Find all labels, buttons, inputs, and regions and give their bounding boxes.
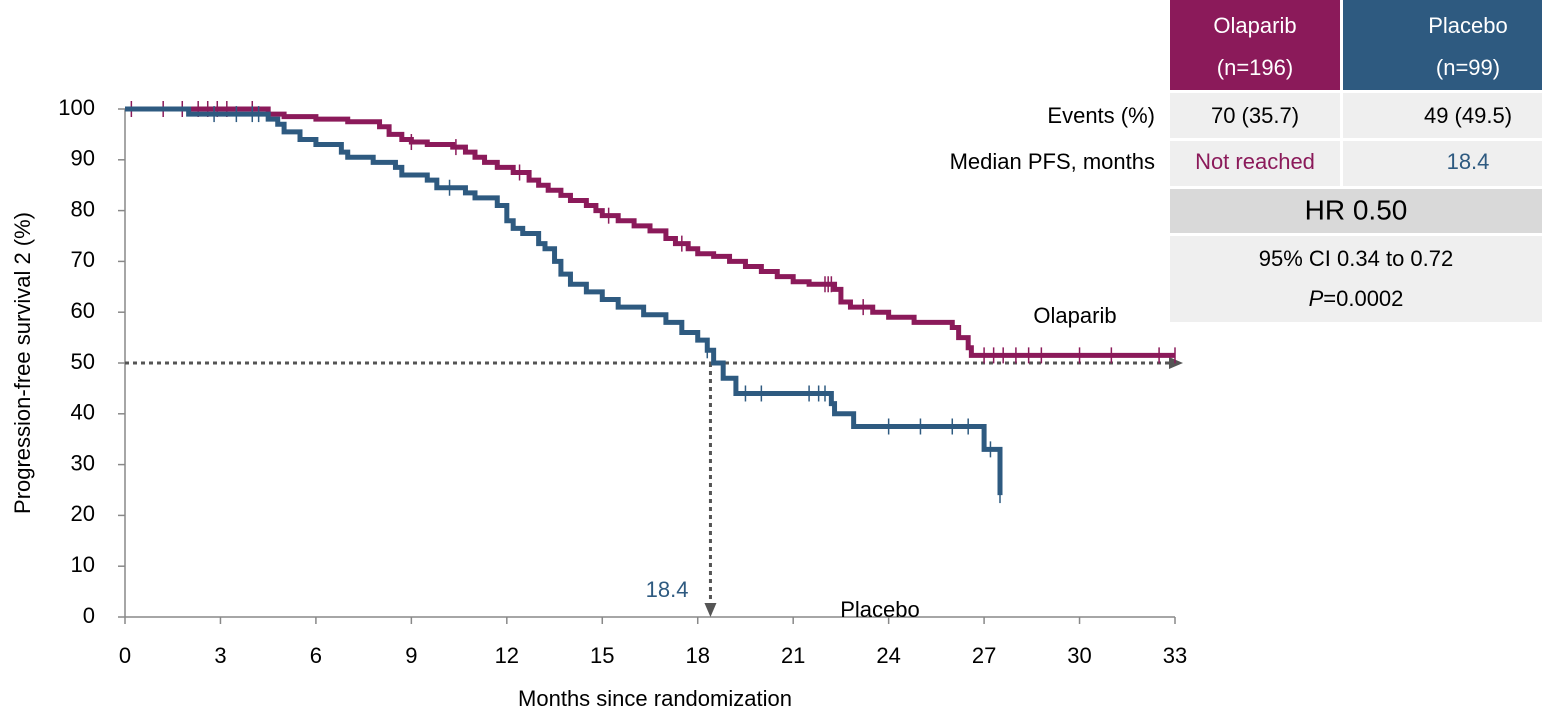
cell [1343, 93, 1542, 138]
y-tick-label: 60 [71, 298, 95, 323]
cell-text: 70 (35.7) [1211, 103, 1299, 128]
cell [1343, 141, 1542, 186]
series-label: Olaparib [1033, 303, 1116, 328]
x-tick-label: 6 [310, 643, 322, 668]
row-label: Events (%) [1047, 103, 1155, 128]
header-text: Placebo [1428, 13, 1508, 38]
y-axis-label: Progression-free survival 2 (%) [10, 212, 35, 514]
x-tick-label: 0 [119, 643, 131, 668]
summary-table: Olaparib (n=196) Placebo (n=99) Events (… [950, 0, 1542, 322]
x-tick-label: 27 [972, 643, 996, 668]
arrow-head [1169, 357, 1183, 369]
header-cell [1343, 0, 1542, 90]
x-tick-label: 9 [405, 643, 417, 668]
x-tick-label: 15 [590, 643, 614, 668]
cell-text: 18.4 [1447, 149, 1490, 174]
x-tick-label: 24 [876, 643, 900, 668]
y-tick-label: 0 [83, 603, 95, 628]
y-tick-label: 80 [71, 196, 95, 221]
cell [1170, 93, 1340, 138]
y-tick-label: 70 [71, 247, 95, 272]
header-cell [1170, 0, 1340, 90]
series-label: Placebo [840, 597, 920, 622]
ci-cell [1170, 236, 1542, 322]
p-text: P=0.0002 [1309, 286, 1404, 311]
hr-text: HR 0.50 [1305, 194, 1408, 225]
y-tick-label: 10 [71, 552, 95, 577]
y-tick-label: 30 [71, 450, 95, 475]
survival-line [125, 106, 1175, 358]
x-tick-label: 30 [1067, 643, 1091, 668]
x-axis-label: Months since randomization [518, 686, 792, 711]
header-text: (n=99) [1436, 55, 1500, 80]
arrow-head [704, 603, 717, 617]
y-tick-label: 40 [71, 400, 95, 425]
x-tick-label: 18 [685, 643, 709, 668]
ci-text: 95% CI 0.34 to 0.72 [1259, 246, 1453, 271]
x-tick-label: 12 [495, 643, 519, 668]
y-tick-label: 20 [71, 501, 95, 526]
survival-line [125, 106, 1003, 496]
row-label: Median PFS, months [950, 149, 1155, 174]
y-tick-label: 100 [58, 95, 95, 120]
header-text: (n=196) [1217, 55, 1293, 80]
header-text: Olaparib [1213, 13, 1296, 38]
x-tick-label: 21 [781, 643, 805, 668]
cell-text: Not reached [1195, 149, 1315, 174]
y-tick-label: 90 [71, 146, 95, 171]
y-tick-label: 50 [71, 349, 95, 374]
x-tick-label: 33 [1163, 643, 1187, 668]
cell [1170, 141, 1340, 186]
median-time-label: 18.4 [646, 577, 689, 602]
hr-cell [1170, 189, 1542, 233]
p-italic: P [1309, 286, 1324, 311]
p-value: =0.0002 [1323, 286, 1403, 311]
cell-text: 49 (49.5) [1424, 103, 1512, 128]
x-tick-label: 3 [214, 643, 226, 668]
